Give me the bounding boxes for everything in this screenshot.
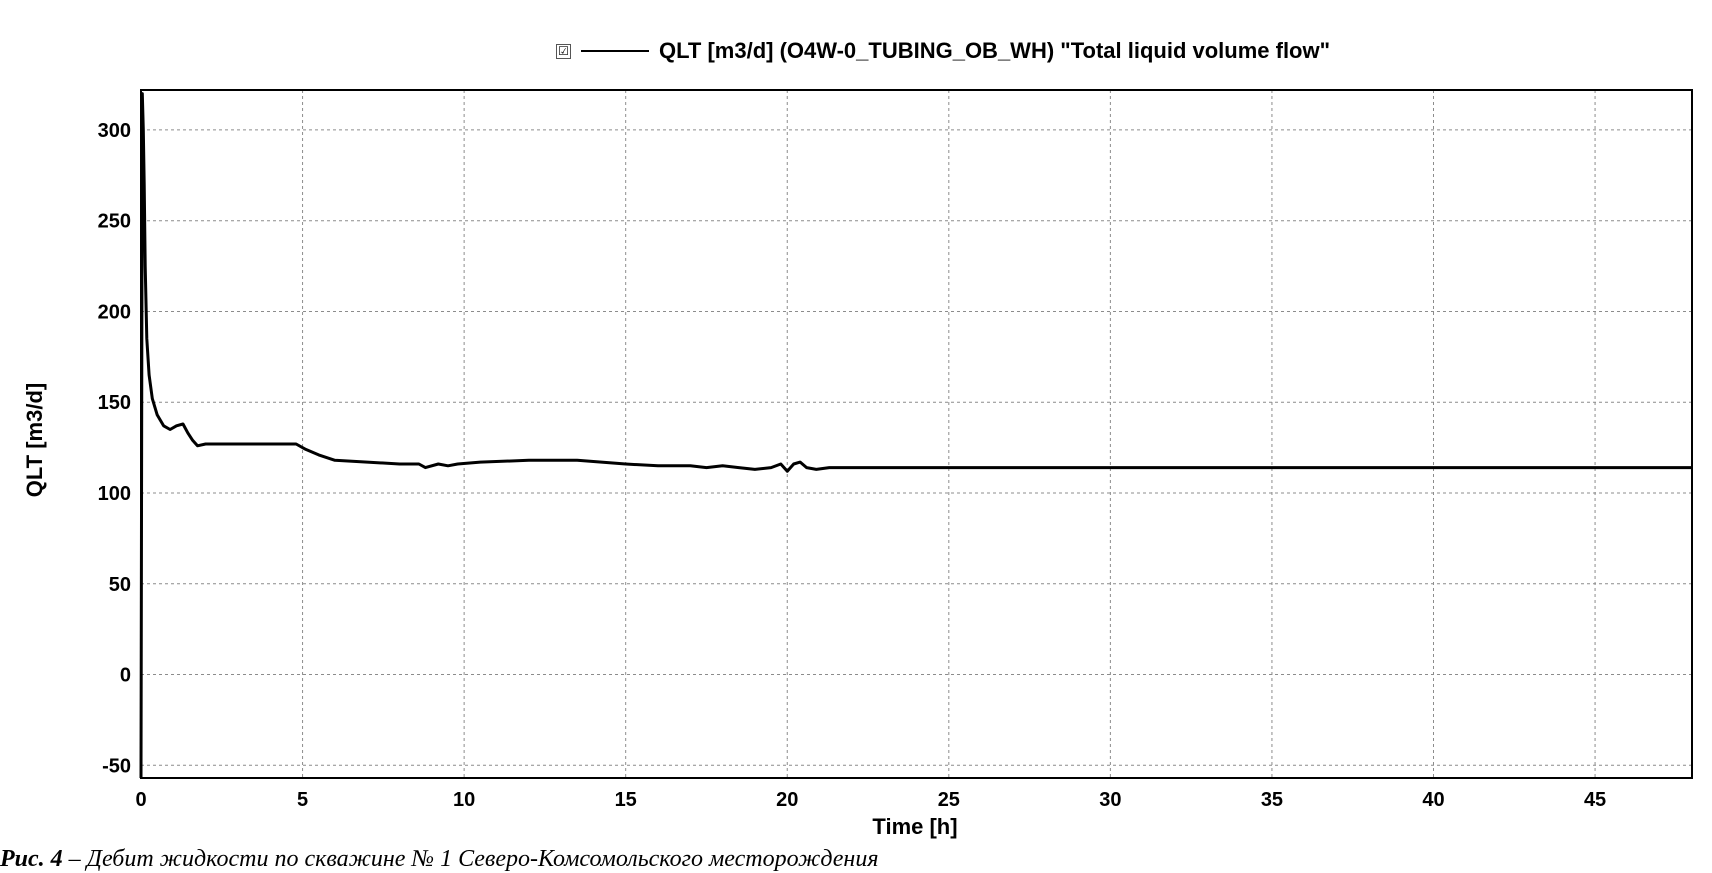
y-tick-label: 150 bbox=[98, 392, 131, 414]
x-axis-label: Time [h] bbox=[872, 814, 957, 839]
x-tick-label: 25 bbox=[938, 789, 960, 811]
series-line bbox=[139, 92, 1692, 779]
x-tick-label: 10 bbox=[453, 789, 475, 811]
legend-label: QLT [m3/d] (O4W-0_TUBING_OB_WH) "Total l… bbox=[659, 38, 1331, 63]
y-tick-label: 100 bbox=[98, 483, 131, 505]
caption-prefix: Рис. 4 bbox=[0, 846, 63, 872]
y-tick-label: 50 bbox=[109, 574, 131, 596]
y-axis-label: QLT [m3/d] bbox=[22, 383, 47, 497]
y-tick-label: 300 bbox=[98, 120, 131, 142]
y-tick-label: 250 bbox=[98, 211, 131, 233]
y-tick-label: 0 bbox=[120, 665, 131, 687]
x-tick-label: 15 bbox=[615, 789, 637, 811]
x-tick-label: 20 bbox=[776, 789, 798, 811]
y-tick-label: 200 bbox=[98, 301, 131, 323]
x-tick-label: 45 bbox=[1584, 789, 1606, 811]
legend-checkbox[interactable]: ☑ bbox=[556, 43, 571, 59]
figure-caption: Рис. 4 – Дебит жидкости по скважине № 1 … bbox=[0, 846, 878, 873]
y-tick-labels: -50 0 50 100 150 200 250 300 bbox=[98, 120, 131, 777]
x-tick-labels: 0 5 10 15 20 25 30 35 40 45 bbox=[135, 789, 1606, 811]
x-tick-label: 0 bbox=[135, 789, 146, 811]
series-group bbox=[139, 92, 1692, 779]
y-tick-label: -50 bbox=[102, 755, 131, 777]
legend: ☑ QLT [m3/d] (O4W-0_TUBING_OB_WH) "Total… bbox=[556, 38, 1330, 64]
x-tick-label: 35 bbox=[1261, 789, 1283, 811]
x-tick-label: 30 bbox=[1099, 789, 1121, 811]
caption-text: – Дебит жидкости по скважине № 1 Северо-… bbox=[62, 846, 879, 872]
grid-lines bbox=[140, 90, 1692, 778]
legend-line-swatch bbox=[581, 50, 649, 52]
x-tick-label: 5 bbox=[297, 789, 308, 811]
x-tick-label: 40 bbox=[1422, 789, 1444, 811]
